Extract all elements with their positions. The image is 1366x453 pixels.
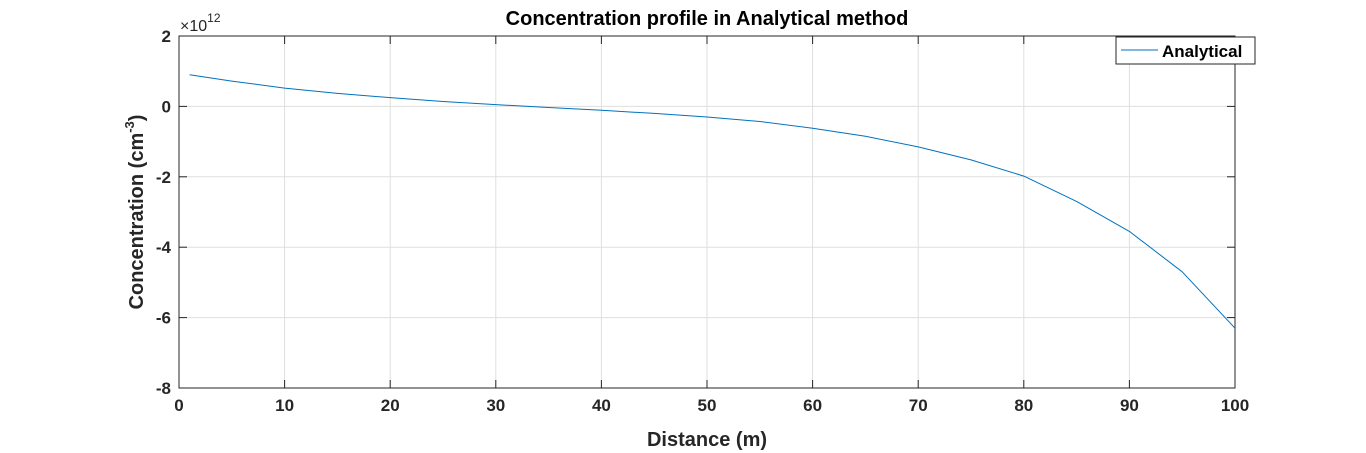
y-axis-label-close: ) — [126, 115, 148, 122]
x-tick-label: 100 — [1221, 396, 1249, 415]
x-tick-label: 40 — [592, 396, 611, 415]
axis-ticks — [178, 35, 1236, 389]
x-tick-label: 90 — [1120, 396, 1139, 415]
x-axis-label: Distance (m) — [647, 429, 767, 451]
x-tick-label: 60 — [803, 396, 822, 415]
exponent-base: ×10 — [180, 18, 207, 35]
grid-lines — [179, 36, 1235, 388]
x-tick-label: 50 — [698, 396, 717, 415]
y-tick-label: 0 — [162, 97, 171, 116]
x-tick-label: 80 — [1014, 396, 1033, 415]
series-layer — [189, 74, 1236, 329]
exponent-power: 12 — [207, 11, 221, 25]
legend: Analytical — [1115, 36, 1256, 65]
y-axis-exponent: ×1012 — [180, 11, 221, 35]
y-axis-label-exponent: -3 — [122, 121, 137, 133]
x-tick-label: 10 — [275, 396, 294, 415]
y-tick-label: -8 — [156, 379, 171, 398]
x-tick-label: 20 — [381, 396, 400, 415]
chart-title: Concentration profile in Analytical meth… — [506, 8, 909, 30]
y-axis-label-base: Concentration (cm — [126, 133, 148, 310]
x-tick-label: 0 — [174, 396, 183, 415]
y-tick-label: -6 — [156, 309, 171, 328]
legend-label: Analytical — [1162, 42, 1242, 61]
series-line-analytical — [189, 74, 1236, 329]
x-tick-label: 30 — [486, 396, 505, 415]
y-axis-label: Concentration (cm-3) — [122, 115, 148, 310]
y-tick-label: -4 — [156, 238, 172, 257]
y-tick-label: -2 — [156, 168, 171, 187]
x-tick-label: 70 — [909, 396, 928, 415]
y-tick-label: 2 — [162, 27, 171, 46]
